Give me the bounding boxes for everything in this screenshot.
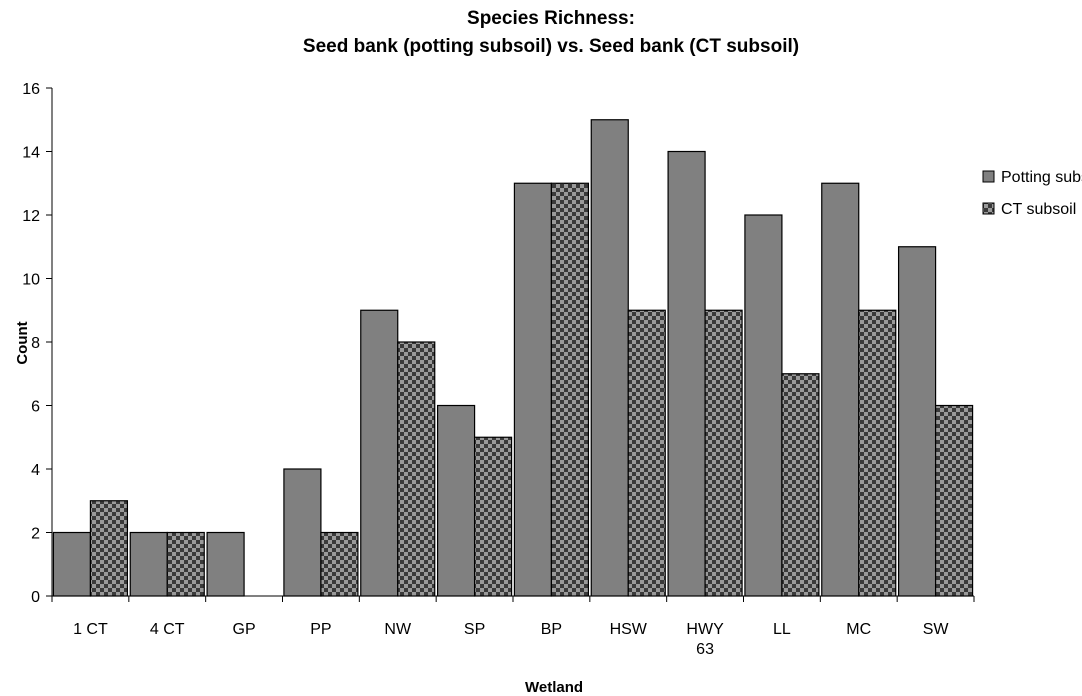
x-tick-label: SP <box>464 621 485 638</box>
bar-potting-subsoil <box>283 468 322 597</box>
y-axis: 0 2 4 6 8 10 12 14 16 <box>22 81 53 606</box>
bar-ct-subsoil <box>781 373 820 597</box>
legend-label: Potting subsoil <box>1001 169 1082 186</box>
y-tick-label: 6 <box>31 399 40 416</box>
y-tick-label: 2 <box>31 526 40 543</box>
x-axis: 1 CT 4 CT GP PP NW SP BP HSW HWY 63 LL MC SW <box>51 595 975 658</box>
bar-potting-subsoil <box>436 404 476 597</box>
legend: Potting subsoil CT subsoil <box>982 169 1082 218</box>
x-tick-label: NW <box>384 621 412 638</box>
y-tick-label: 0 <box>31 589 40 606</box>
x-tick-label: 4 CT <box>150 621 185 638</box>
bar-ct-subsoil <box>627 309 666 597</box>
bar-ct-subsoil <box>166 531 205 597</box>
x-tick-label: HSW <box>610 621 648 638</box>
x-axis-title: Wetland <box>525 679 583 696</box>
y-tick-label: 14 <box>22 145 40 162</box>
bars <box>52 119 974 597</box>
bar-potting-subsoil <box>821 182 860 597</box>
legend-swatch <box>982 170 995 183</box>
x-tick-label: 1 CT <box>73 621 108 638</box>
y-tick-label: 4 <box>31 462 40 479</box>
bar-potting-subsoil <box>206 531 245 597</box>
bar-potting-subsoil <box>129 531 168 597</box>
bar-ct-subsoil <box>473 436 513 597</box>
bar-potting-subsoil <box>744 214 783 597</box>
bar-ct-subsoil <box>934 404 974 597</box>
bar-potting-subsoil <box>590 119 629 597</box>
y-axis-title: Count <box>14 321 31 364</box>
bar-potting-subsoil <box>52 531 92 597</box>
y-tick-label: 12 <box>22 208 40 225</box>
x-tick-label: LL <box>773 621 791 638</box>
bar-ct-subsoil <box>550 182 590 597</box>
bar-ct-subsoil <box>320 531 359 597</box>
x-tick-label: HWY 63 <box>686 621 724 658</box>
y-tick-label: 16 <box>22 81 40 98</box>
bar-ct-subsoil <box>858 309 897 597</box>
x-tick-label: PP <box>310 621 331 638</box>
bar-potting-subsoil <box>513 182 553 597</box>
bar-ct-subsoil <box>397 341 436 597</box>
legend-swatch <box>982 202 995 215</box>
x-tick-label: GP <box>233 621 256 638</box>
x-tick-label: SW <box>923 621 950 638</box>
bar-potting-subsoil <box>360 309 399 597</box>
bar-potting-subsoil <box>667 150 706 597</box>
bar-ct-subsoil <box>704 309 743 597</box>
x-tick-label: BP <box>541 621 562 638</box>
chart-title: Species Richness: <box>467 8 635 29</box>
y-tick-label: 8 <box>31 335 40 352</box>
legend-label: CT subsoil <box>1001 201 1076 218</box>
x-tick-label: MC <box>846 621 871 638</box>
bar-ct-subsoil <box>89 500 129 597</box>
bar-potting-subsoil <box>897 246 937 597</box>
y-tick-label: 10 <box>22 272 40 289</box>
chart-subtitle: Seed bank (potting subsoil) vs. Seed ban… <box>303 36 799 57</box>
